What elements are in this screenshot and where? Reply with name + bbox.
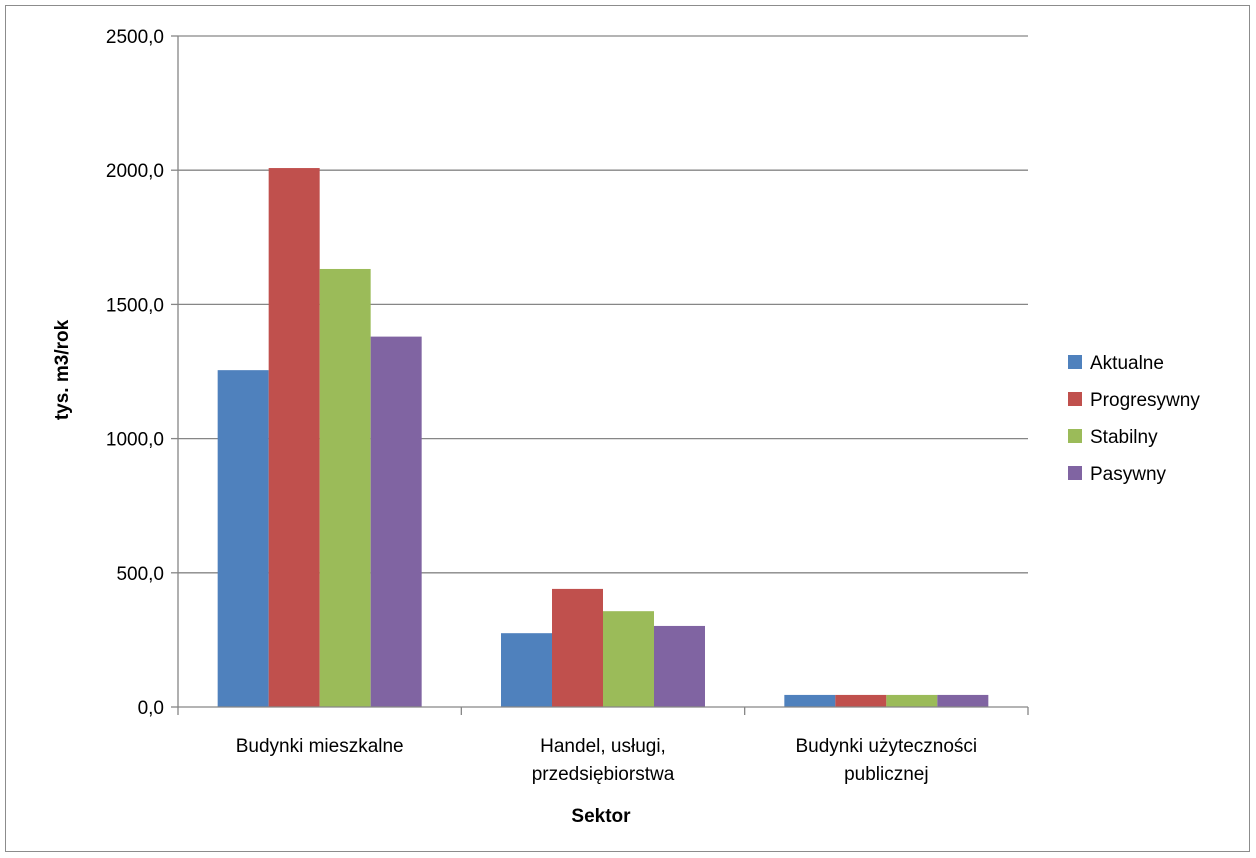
legend-label-aktualne: Aktualne xyxy=(1090,353,1164,374)
y-tick-label: 2000,0 xyxy=(106,161,164,182)
x-category-labels: Budynki mieszkalne Handel, usługi, przedsi… xyxy=(236,736,977,785)
y-axis-title: tys. m3/rok xyxy=(52,319,73,420)
x-category-label: Budynki użyteczności xyxy=(796,736,978,757)
x-category-label: przedsiębiorstwa xyxy=(532,764,675,785)
legend: Aktualne Progresywny Stabilny Pasywny xyxy=(1068,353,1200,485)
x-category-label: Handel, usługi, xyxy=(540,736,666,757)
axes xyxy=(177,36,1029,715)
bar-progresywny-2 xyxy=(835,694,887,707)
y-tick-label: 2500,0 xyxy=(106,27,164,48)
legend-label-stabilny: Stabilny xyxy=(1090,427,1158,448)
bar-progresywny-0 xyxy=(268,168,320,707)
legend-swatch-progresywny xyxy=(1068,392,1082,406)
y-tick-label: 1500,0 xyxy=(106,295,164,316)
y-tick-labels: 0,0 500,0 1000,0 1500,0 2000,0 2500,0 xyxy=(106,27,164,719)
legend-swatch-stabilny xyxy=(1068,429,1082,443)
bar-pasywny-1 xyxy=(654,625,705,707)
x-category-label: Budynki mieszkalne xyxy=(236,736,404,757)
bar-stabilny-2 xyxy=(886,694,938,707)
legend-swatch-pasywny xyxy=(1068,466,1082,480)
x-category-label: publicznej xyxy=(844,764,929,785)
chart-frame xyxy=(5,5,1250,852)
legend-swatch-aktualne xyxy=(1068,355,1082,369)
bar-stabilny-0 xyxy=(319,268,371,707)
bar-aktualne-0 xyxy=(217,370,269,707)
legend-label-progresywny: Progresywny xyxy=(1090,390,1200,411)
bar-aktualne-1 xyxy=(501,633,552,707)
bar-pasywny-2 xyxy=(937,694,989,707)
y-tick-label: 0,0 xyxy=(138,698,164,719)
bar-stabilny-1 xyxy=(603,611,654,707)
bar-progresywny-1 xyxy=(552,588,603,707)
legend-label-pasywny: Pasywny xyxy=(1090,464,1167,485)
x-axis-title: Sektor xyxy=(571,806,631,827)
y-tick-label: 500,0 xyxy=(116,564,164,585)
bar-aktualne-2 xyxy=(784,694,836,707)
y-tick-label: 1000,0 xyxy=(106,430,164,451)
bar-pasywny-0 xyxy=(370,336,422,707)
bars xyxy=(217,168,989,707)
